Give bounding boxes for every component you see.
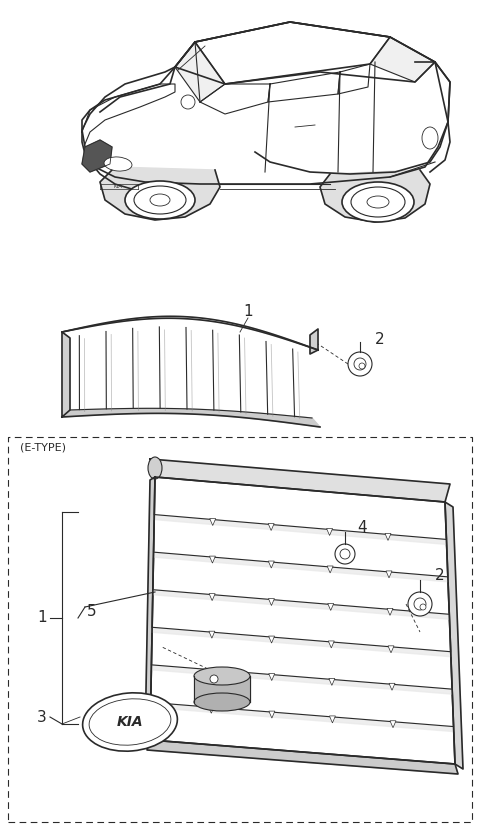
- Polygon shape: [154, 514, 446, 544]
- Polygon shape: [82, 22, 450, 184]
- Polygon shape: [269, 674, 275, 681]
- Polygon shape: [269, 636, 275, 643]
- Text: 2: 2: [435, 568, 444, 583]
- Ellipse shape: [367, 196, 389, 208]
- Polygon shape: [390, 721, 396, 728]
- Polygon shape: [62, 409, 320, 427]
- Text: 1: 1: [243, 305, 253, 319]
- Polygon shape: [320, 170, 430, 222]
- Polygon shape: [150, 477, 455, 764]
- Polygon shape: [208, 706, 214, 713]
- Polygon shape: [150, 459, 450, 502]
- Ellipse shape: [351, 187, 405, 217]
- Polygon shape: [328, 603, 334, 611]
- Circle shape: [210, 675, 218, 683]
- Polygon shape: [329, 678, 335, 686]
- Polygon shape: [209, 593, 215, 601]
- Polygon shape: [385, 533, 391, 541]
- Ellipse shape: [134, 186, 186, 214]
- Polygon shape: [151, 665, 452, 694]
- Polygon shape: [268, 561, 274, 568]
- Text: (E-TYPE): (E-TYPE): [20, 442, 66, 452]
- Polygon shape: [153, 590, 449, 619]
- Ellipse shape: [83, 693, 178, 751]
- Polygon shape: [370, 37, 435, 82]
- Ellipse shape: [125, 181, 195, 219]
- Polygon shape: [327, 566, 333, 573]
- Polygon shape: [82, 140, 112, 172]
- Polygon shape: [100, 167, 220, 220]
- Text: 5: 5: [87, 605, 97, 620]
- Polygon shape: [326, 528, 333, 536]
- Text: 1: 1: [37, 611, 47, 626]
- Polygon shape: [387, 608, 393, 616]
- Polygon shape: [388, 646, 394, 653]
- Polygon shape: [310, 329, 318, 354]
- Polygon shape: [328, 641, 334, 648]
- Polygon shape: [175, 42, 225, 102]
- Polygon shape: [268, 523, 274, 531]
- Circle shape: [181, 95, 195, 109]
- Polygon shape: [329, 716, 336, 723]
- Ellipse shape: [89, 699, 171, 745]
- Polygon shape: [62, 316, 318, 350]
- Circle shape: [340, 549, 350, 559]
- Ellipse shape: [342, 182, 414, 222]
- Polygon shape: [195, 22, 390, 84]
- Polygon shape: [209, 556, 216, 563]
- Polygon shape: [70, 327, 312, 418]
- Text: 4: 4: [357, 519, 367, 534]
- Polygon shape: [152, 627, 451, 656]
- Polygon shape: [154, 552, 448, 582]
- Polygon shape: [151, 702, 454, 731]
- Polygon shape: [194, 676, 250, 702]
- Circle shape: [359, 363, 365, 369]
- Circle shape: [354, 358, 366, 370]
- Ellipse shape: [194, 693, 250, 711]
- Polygon shape: [209, 669, 215, 676]
- Polygon shape: [445, 502, 463, 769]
- Text: 3: 3: [37, 710, 47, 725]
- Polygon shape: [269, 711, 275, 718]
- Circle shape: [408, 592, 432, 616]
- Text: KIA: KIA: [117, 715, 144, 729]
- Ellipse shape: [104, 157, 132, 171]
- Circle shape: [414, 598, 426, 610]
- Text: 2: 2: [375, 333, 384, 348]
- Circle shape: [348, 352, 372, 376]
- Ellipse shape: [422, 127, 438, 149]
- Polygon shape: [268, 598, 275, 606]
- Polygon shape: [145, 477, 155, 743]
- Polygon shape: [175, 22, 435, 84]
- Text: KIA: KIA: [114, 185, 122, 190]
- Ellipse shape: [148, 457, 162, 479]
- Ellipse shape: [150, 194, 170, 206]
- Polygon shape: [210, 518, 216, 526]
- Polygon shape: [386, 571, 392, 578]
- Polygon shape: [147, 740, 458, 774]
- Circle shape: [420, 604, 426, 610]
- Polygon shape: [209, 631, 215, 638]
- Polygon shape: [389, 683, 395, 691]
- Ellipse shape: [194, 667, 250, 685]
- Polygon shape: [62, 332, 70, 417]
- Circle shape: [335, 544, 355, 564]
